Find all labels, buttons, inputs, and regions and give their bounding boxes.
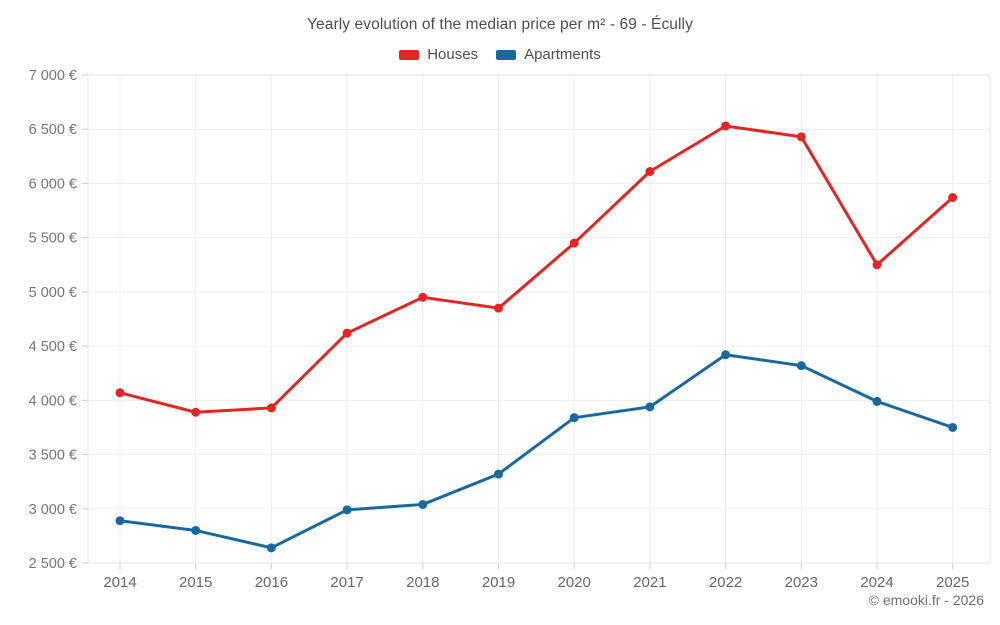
apartments-point-2022[interactable] [721, 350, 731, 360]
houses-point-2019[interactable] [494, 303, 503, 313]
y-tick-label: 5 000 € [29, 285, 77, 301]
apartments-swatch-icon [496, 49, 517, 60]
attribution: © emooki.fr - 2026 [868, 592, 984, 608]
x-tick-label: 2019 [482, 574, 515, 591]
apartments-point-2020[interactable] [569, 413, 579, 423]
apartments-point-2016[interactable] [266, 543, 276, 553]
houses-point-2017[interactable] [342, 328, 352, 338]
y-tick-label: 6 500 € [29, 122, 77, 138]
x-tick-label: 2022 [709, 574, 742, 591]
apartments-point-2017[interactable] [342, 505, 352, 515]
legend-label-houses: Houses [427, 46, 479, 63]
apartments-point-2014[interactable] [115, 516, 125, 526]
houses-point-2018[interactable] [418, 292, 428, 302]
legend-label-apartments: Apartments [524, 46, 601, 63]
x-tick-label: 2020 [558, 574, 591, 591]
apartments-point-2015[interactable] [191, 525, 201, 535]
houses-point-2025[interactable] [948, 193, 958, 203]
legend-item-apartments[interactable]: Apartments [496, 46, 601, 63]
x-tick-label: 2016 [255, 574, 288, 591]
y-tick-label: 4 000 € [29, 393, 77, 409]
apartments-point-2023[interactable] [796, 361, 806, 371]
x-tick-label: 2018 [406, 574, 439, 591]
y-tick-label: 4 500 € [29, 339, 77, 355]
houses-swatch-icon [399, 49, 420, 60]
houses-point-2021[interactable] [645, 167, 655, 177]
y-tick-label: 5 500 € [29, 231, 77, 247]
y-tick-label: 7 000 € [29, 68, 77, 84]
y-tick-label: 6 000 € [29, 176, 77, 192]
chart-title: Yearly evolution of the median price per… [307, 16, 693, 33]
x-tick-label: 2021 [633, 574, 666, 591]
houses-point-2023[interactable] [796, 132, 806, 142]
x-tick-label: 2014 [103, 574, 136, 591]
houses-point-2014[interactable] [115, 388, 125, 398]
y-tick-label: 3 000 € [29, 502, 77, 518]
chart-legend: Houses Apartments [0, 46, 1000, 63]
houses-line [118, 124, 955, 414]
houses-point-2020[interactable] [569, 238, 579, 248]
x-tick-label: 2023 [785, 574, 818, 591]
apartments-point-2021[interactable] [645, 402, 655, 412]
houses-point-2024[interactable] [872, 260, 882, 270]
apartments-line [118, 353, 955, 550]
apartments-point-2019[interactable] [494, 469, 503, 479]
x-tick-label: 2017 [330, 574, 363, 591]
apartments-point-2018[interactable] [418, 499, 428, 509]
apartments-point-2024[interactable] [872, 396, 882, 406]
houses-point-2022[interactable] [721, 121, 731, 131]
houses-point-2015[interactable] [191, 407, 201, 417]
y-tick-label: 2 500 € [29, 556, 77, 572]
houses-point-2016[interactable] [266, 403, 276, 413]
x-tick-label: 2015 [179, 574, 212, 591]
apartments-point-2025[interactable] [948, 422, 958, 432]
y-tick-label: 3 500 € [29, 448, 77, 464]
x-tick-label: 2025 [936, 574, 969, 591]
legend-item-houses[interactable]: Houses [399, 46, 478, 63]
x-tick-label: 2024 [860, 574, 893, 591]
